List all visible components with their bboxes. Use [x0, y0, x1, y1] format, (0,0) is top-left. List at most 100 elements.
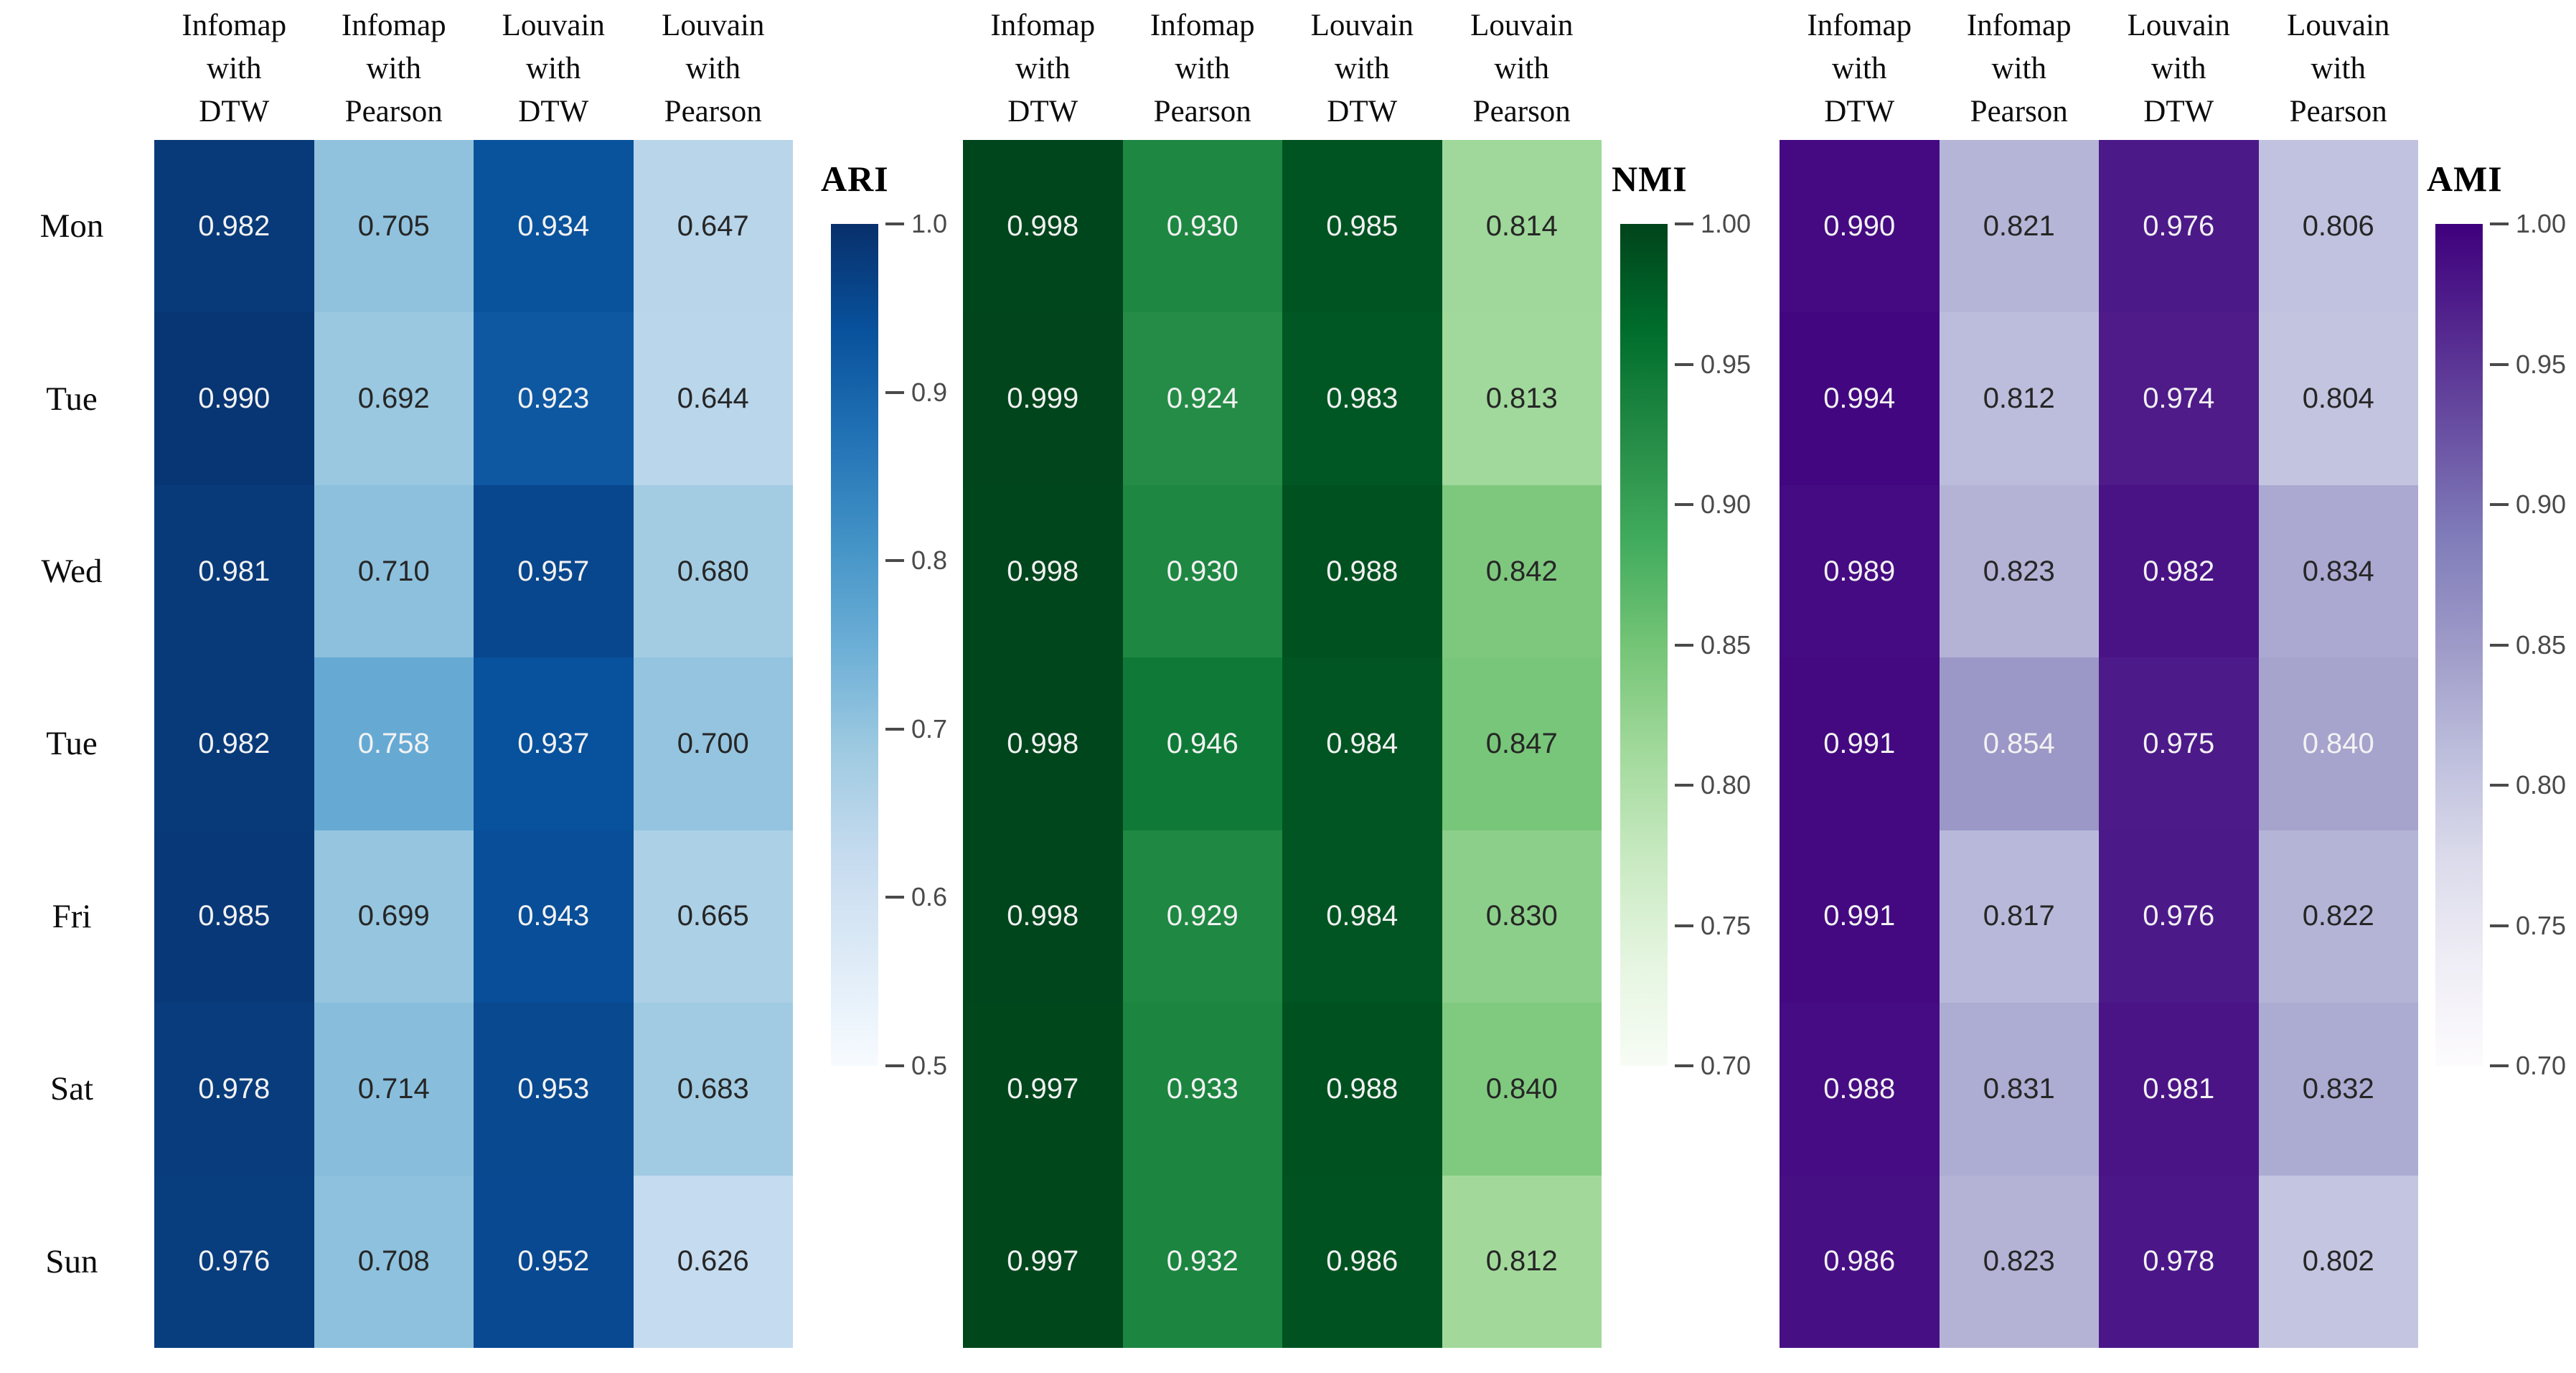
column-header-louvain-with-dtw: Louvain with DTW [2099, 4, 2259, 139]
heatmap-cell: 0.647 [633, 140, 793, 313]
colorbar-tick-mark [885, 1064, 904, 1067]
heatmap-cell: 0.989 [1780, 484, 1940, 658]
heatmap-cell: 0.708 [314, 1175, 474, 1348]
column-headers: Infomap with DTW Infomap with Pearson Louvain w… [1780, 4, 2418, 139]
heatmap-cell: 0.812 [1442, 1175, 1602, 1348]
heatmap-cell: 0.988 [1780, 1003, 1940, 1176]
column-header-line: with [685, 52, 741, 85]
colorbar-tick-label: 0.90 [1701, 489, 1752, 519]
colorbar-tick-mark [1675, 643, 1693, 647]
heatmap-cell: 0.840 [2258, 657, 2418, 830]
column-header-infomap-with-dtw: Infomap with DTW [1780, 4, 1940, 139]
heatmap-cell: 0.813 [1442, 312, 1602, 485]
column-header-line: Infomap [1150, 9, 1255, 42]
column-header-infomap-with-pearson: Infomap with Pearson [1123, 4, 1283, 139]
heatmap-cell: 0.626 [633, 1175, 793, 1348]
colorbar-tick-mark [2490, 503, 2509, 506]
ami-heatmap-grid: 0.990 0.821 0.976 0.806 0.994 0.812 0.974 0.804… [1780, 140, 2418, 1348]
heatmap-cell: 0.978 [2099, 1175, 2259, 1348]
column-header-line: with [526, 52, 581, 85]
heatmap-cell: 0.982 [154, 657, 314, 830]
column-headers: Infomap with DTW Infomap with Pearson Louvain w… [963, 4, 1602, 139]
column-header-line: Louvain [2287, 9, 2390, 42]
ami-colorbar-title: AMI [2427, 159, 2503, 199]
heatmap-cell: 0.976 [2099, 830, 2259, 1003]
heatmap-cell: 0.946 [1122, 657, 1282, 830]
column-header-infomap-with-dtw: Infomap with DTW [963, 4, 1123, 139]
column-header-line: Louvain [2127, 9, 2230, 42]
heatmap-cell: 0.975 [2099, 657, 2259, 830]
column-header-line: with [1494, 52, 1549, 85]
colorbar-tick-label: 0.75 [1701, 910, 1752, 940]
colorbar-tick-label: 1.0 [911, 209, 948, 238]
heatmap-cell: 0.998 [963, 830, 1123, 1003]
colorbar-tick-label: 0.95 [1701, 349, 1752, 379]
colorbar-tick-label: 0.90 [2516, 489, 2567, 519]
column-header-infomap-with-pearson: Infomap with Pearson [314, 4, 474, 139]
column-header-louvain-with-dtw: Louvain with DTW [1282, 4, 1442, 139]
colorbar-tick-label: 0.70 [1701, 1051, 1752, 1080]
heatmap-cell: 0.830 [1442, 830, 1602, 1003]
heatmap-cell: 0.933 [1122, 1003, 1282, 1176]
heatmap-cell: 0.984 [1282, 657, 1442, 830]
heatmap-cell: 0.817 [1939, 830, 2099, 1003]
heatmap-cell: 0.932 [1122, 1175, 1282, 1348]
heatmap-cell: 0.822 [2258, 830, 2418, 1003]
heatmap-cell: 0.923 [474, 312, 634, 485]
colorbar-tick-mark [2490, 1064, 2509, 1067]
heatmap-cell: 0.981 [2099, 1003, 2259, 1176]
column-header-line: Infomap [341, 9, 446, 42]
colorbar-tick-mark [885, 559, 904, 563]
heatmap-cell: 0.831 [1939, 1003, 2099, 1176]
column-header-line: Pearson [1472, 95, 1571, 128]
colorbar-tick-label: 0.80 [2516, 770, 2567, 800]
colorbar-tick-mark [2490, 643, 2509, 647]
heatmap-cell: 0.952 [474, 1175, 634, 1348]
colorbar-tick-mark [2490, 362, 2509, 366]
heatmap-cell: 0.986 [1282, 1175, 1442, 1348]
heatmap-cell: 0.814 [1442, 140, 1602, 313]
heatmap-cell: 0.644 [633, 312, 793, 485]
colorbar-tick-mark [885, 896, 904, 899]
ari-colorbar-title: ARI [821, 159, 889, 199]
heatmap-cell: 0.985 [1282, 140, 1442, 313]
colorbar-tick-label: 0.6 [911, 882, 948, 912]
heatmap-cell: 0.999 [963, 312, 1123, 485]
column-header-line: Louvain [502, 9, 605, 42]
column-header-line: Pearson [1970, 95, 2068, 128]
heatmap-cell: 0.842 [1442, 484, 1602, 658]
column-header-line: Pearson [1153, 95, 1251, 128]
heatmap-cell: 0.680 [633, 484, 793, 658]
heatmap-cell: 0.934 [474, 140, 634, 313]
heatmap-cell: 0.998 [963, 484, 1123, 658]
day-row-labels: Mon Tue Wed Tue Fri Sat Sun [0, 140, 144, 1348]
heatmap-cell: 0.930 [1122, 140, 1282, 313]
heatmap-cell: 0.714 [314, 1003, 474, 1176]
colorbar-tick-mark [2490, 222, 2509, 225]
heatmap-cell: 0.700 [633, 657, 793, 830]
colorbar-tick-mark [2490, 784, 2509, 787]
colorbar-tick-mark [1675, 784, 1693, 787]
column-header-line: with [366, 52, 421, 85]
colorbar-tick-mark [1675, 924, 1693, 927]
colorbar-tick-label: 0.85 [2516, 629, 2567, 660]
column-header-louvain-with-pearson: Louvain with Pearson [634, 4, 794, 139]
heatmap-cell: 0.847 [1442, 657, 1602, 830]
row-label-mon: Mon [39, 207, 104, 245]
colorbar-tick-mark [1675, 1064, 1693, 1067]
column-header-line: with [1015, 52, 1071, 85]
heatmap-cell: 0.812 [1939, 312, 2099, 485]
column-header-line: with [207, 52, 262, 85]
heatmap-cell: 0.804 [2258, 312, 2418, 485]
column-header-line: DTW [1824, 95, 1895, 128]
column-header-line: with [1991, 52, 2046, 85]
row-label-tue: Tue [46, 725, 98, 763]
heatmap-cell: 0.982 [154, 140, 314, 313]
column-header-line: Infomap [990, 9, 1096, 42]
row-label-tue: Tue [46, 380, 98, 418]
heatmap-cell: 0.990 [154, 312, 314, 485]
colorbar-tick-label: 0.7 [911, 713, 948, 744]
heatmap-cell: 0.705 [314, 140, 474, 313]
heatmap-cell: 0.991 [1780, 657, 1940, 830]
colorbar-tick-label: 0.70 [2516, 1051, 2567, 1080]
